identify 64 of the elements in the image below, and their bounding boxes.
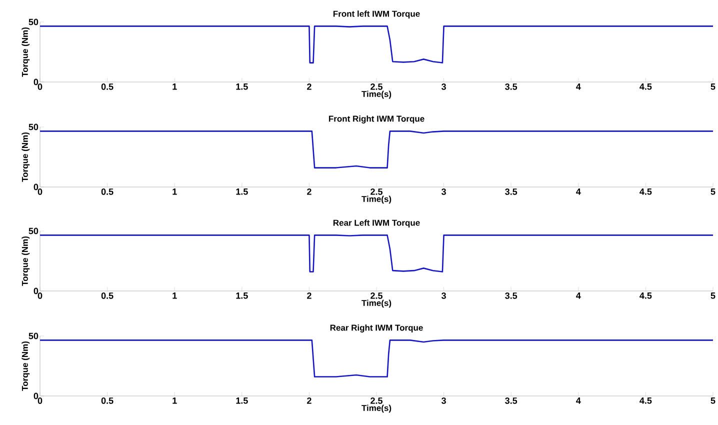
y-tick-label: 50 [28,228,38,234]
x-tick-label: 1 [172,84,177,90]
x-tick-label: 3.5 [505,188,518,195]
chart-title: Rear Right IWM Torque [330,324,423,332]
chart-title: Front Right IWM Torque [328,115,424,124]
x-tick-label: 2.5 [370,292,383,299]
x-tick-label: 4.5 [640,84,652,90]
x-tick-label: 3 [442,292,446,299]
x-tick-label: 4.5 [640,292,652,299]
x-tick-label: 5 [710,84,716,90]
x-tick-label: 0 [38,398,42,404]
y-axis-title: Torque (Nm) [22,27,30,77]
x-tick-label: 1.5 [236,292,248,299]
x-axis-title: Time(s) [362,196,392,204]
x-tick-label: 2 [307,292,312,299]
x-tick-label: 2 [307,188,312,195]
x-tick-label: 1.5 [236,398,248,404]
x-tick-label: 5 [710,398,716,404]
x-tick-label: 1 [172,398,177,404]
y-axis-title: Torque (Nm) [22,341,30,391]
x-tick-label: 0 [38,84,42,90]
x-tick-label: 3 [442,84,446,90]
x-tick-label: 3 [442,188,446,195]
y-tick-label: 0 [34,392,38,400]
x-axis-title: Time(s) [362,300,392,308]
x-tick-label: 3.5 [505,398,518,404]
x-tick-label: 0 [38,188,42,195]
x-tick-label: 4.5 [640,398,652,404]
x-tick-label: 3.5 [505,292,518,299]
x-tick-label: 0.5 [101,188,114,195]
x-tick-label: 3.5 [505,84,518,90]
x-axis-title: Time(s) [362,90,392,99]
y-axis-title: Torque (Nm) [22,132,30,182]
y-tick-label: 0 [34,288,38,294]
x-tick-label: 5 [710,292,716,299]
x-tick-label: 0.5 [101,84,114,90]
x-tick-label: 1 [172,292,177,299]
x-tick-label: 1.5 [236,84,248,90]
chart-title: Rear Left IWM Torque [333,220,420,228]
x-tick-label: 5 [710,188,716,195]
y-tick-label: 50 [28,332,38,340]
y-tick-label: 0 [34,184,38,190]
x-tick-label: 4 [576,84,581,90]
x-tick-label: 1.5 [236,188,248,195]
x-tick-label: 0.5 [101,292,114,299]
x-tick-label: 2.5 [370,84,383,90]
y-tick-label: 50 [28,124,38,130]
x-tick-label: 0 [38,292,42,299]
x-tick-label: 2.5 [370,188,383,195]
x-tick-label: 4.5 [640,188,652,195]
x-tick-label: 4 [576,292,581,299]
y-tick-label: 50 [28,18,38,26]
x-tick-label: 4 [576,188,581,195]
y-tick-label: 0 [34,78,38,86]
x-tick-label: 2.5 [370,398,383,404]
x-tick-label: 1 [172,188,177,195]
x-tick-label: 2 [307,398,312,404]
x-axis-title: Time(s) [362,404,392,413]
x-tick-label: 0.5 [101,398,114,404]
x-tick-label: 3 [442,398,446,404]
chart-title: Front left IWM Torque [333,10,420,18]
y-axis-title: Torque (Nm) [22,236,30,286]
x-tick-label: 2 [307,84,312,90]
x-tick-label: 4 [576,398,581,404]
